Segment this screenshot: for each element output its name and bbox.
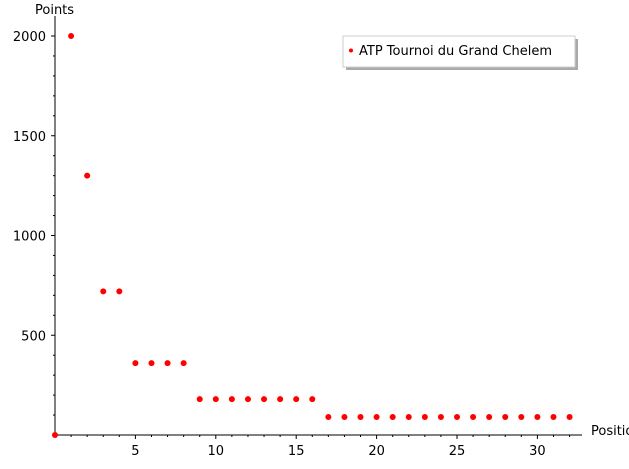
legend: ATP Tournoi du Grand Chelem — [342, 35, 578, 70]
data-point — [228, 396, 235, 403]
x-tick-label: 20 — [368, 444, 385, 459]
data-point — [309, 396, 316, 403]
data-point — [357, 414, 364, 421]
y-tick-label: 1500 — [13, 130, 46, 145]
data-point — [389, 414, 396, 421]
data-point — [261, 396, 268, 403]
legend-marker — [349, 48, 353, 53]
data-point — [470, 414, 477, 421]
x-tick-label: 30 — [529, 444, 546, 459]
legend-label: ATP Tournoi du Grand Chelem — [359, 44, 552, 59]
data-point — [486, 414, 493, 421]
data-point — [196, 396, 203, 403]
y-tick-label: 500 — [21, 329, 46, 344]
data-point — [212, 396, 219, 403]
data-point — [550, 414, 557, 421]
y-tick-label: 1000 — [13, 230, 46, 245]
data-point — [293, 396, 300, 403]
series-points — [52, 33, 573, 438]
data-point — [405, 414, 412, 421]
data-point — [84, 172, 91, 179]
data-point — [437, 414, 444, 421]
data-point — [68, 33, 75, 39]
x-ticks: 5 10 15 20 25 30 — [131, 435, 546, 459]
data-point — [421, 414, 428, 421]
x-axis-title: Position — [591, 424, 629, 439]
data-point — [373, 414, 380, 421]
data-point — [502, 414, 509, 421]
data-point — [566, 414, 573, 421]
data-point — [132, 360, 139, 367]
data-point — [52, 432, 58, 438]
data-point — [341, 414, 348, 421]
axes: 5 10 15 20 25 30 500 1000 1500 2000 — [13, 16, 582, 459]
legend-box — [342, 35, 576, 68]
y-axis-title: Points — [35, 3, 74, 18]
data-point — [164, 360, 171, 367]
minor-ticks — [53, 55, 571, 437]
data-point — [244, 396, 251, 403]
data-point — [100, 288, 107, 295]
data-point — [116, 288, 123, 295]
data-point — [454, 414, 460, 421]
data-point — [148, 360, 155, 367]
x-tick-label: 25 — [449, 444, 466, 459]
x-tick-label: 15 — [288, 444, 305, 459]
data-point — [518, 414, 525, 421]
data-point — [277, 396, 284, 403]
data-point — [180, 360, 187, 367]
y-ticks: 500 1000 1500 2000 — [13, 30, 55, 344]
x-tick-label: 5 — [131, 444, 139, 459]
y-tick-label: 2000 — [13, 30, 46, 45]
data-point — [534, 414, 541, 421]
data-point — [325, 414, 332, 421]
x-tick-label: 10 — [208, 444, 225, 459]
